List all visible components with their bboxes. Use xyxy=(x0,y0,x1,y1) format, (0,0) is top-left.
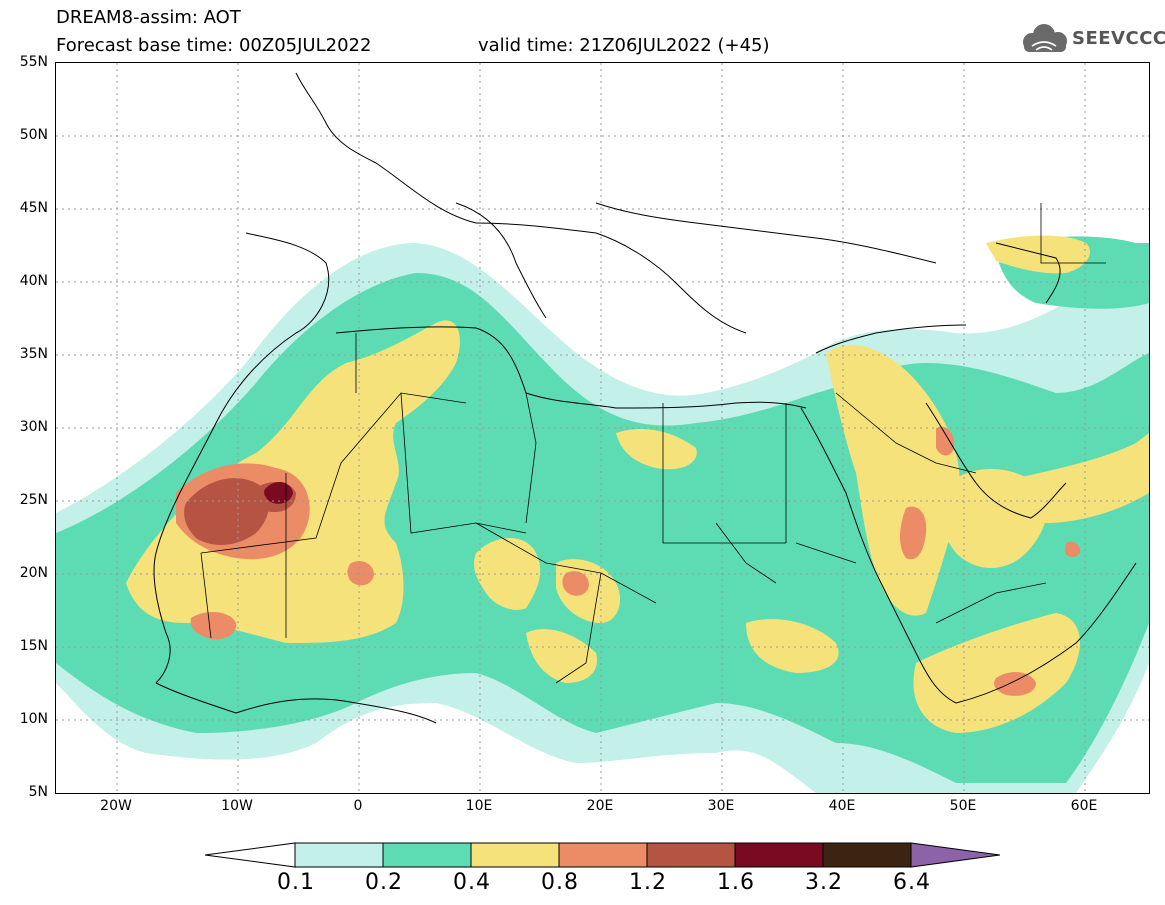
colorbar-label: 0.2 xyxy=(365,870,403,895)
colorbar-label: 1.2 xyxy=(629,870,667,895)
cloud-logo-icon xyxy=(1023,24,1067,52)
lat-label: 20N xyxy=(19,565,48,581)
colorbar-bin-5 xyxy=(646,842,736,868)
map-area xyxy=(55,62,1150,794)
colorbar-bin-2 xyxy=(382,842,472,868)
lon-label: 0 xyxy=(353,798,363,814)
colorbar-bin-6 xyxy=(734,842,824,868)
lat-label: 40N xyxy=(19,273,48,289)
lat-label: 45N xyxy=(19,200,48,216)
colorbar-label: 0.1 xyxy=(277,870,315,895)
colorbar-bin-1 xyxy=(294,842,384,868)
colorbar-above-triangle xyxy=(910,842,1000,868)
valid-time: valid time: 21Z06JUL2022 (+45) xyxy=(478,35,770,56)
lon-label: 50E xyxy=(949,798,977,814)
colorbar-label: 0.8 xyxy=(541,870,579,895)
lon-label: 20W xyxy=(100,798,132,814)
map-title: DREAM8-assim: AOT xyxy=(56,7,241,28)
lon-label: 30E xyxy=(707,798,735,814)
lat-label: 50N xyxy=(19,127,48,143)
colorbar-bin-7 xyxy=(822,842,912,868)
colorbar-label: 3.2 xyxy=(805,870,843,895)
colorbar-label: 1.6 xyxy=(717,870,755,895)
aot-field xyxy=(56,63,1149,793)
colorbar-label: 6.4 xyxy=(893,870,931,895)
lat-label: 55N xyxy=(19,54,48,70)
colorbar-below-triangle xyxy=(205,842,296,868)
lon-label: 60E xyxy=(1070,798,1098,814)
lat-label: 25N xyxy=(19,492,48,508)
lat-label: 30N xyxy=(19,419,48,435)
colorbar-label: 0.4 xyxy=(453,870,491,895)
lon-label: 40E xyxy=(828,798,856,814)
lat-label: 5N xyxy=(28,784,48,800)
lat-label: 35N xyxy=(19,346,48,362)
country-borders xyxy=(200,203,1106,684)
lon-label: 10E xyxy=(465,798,493,814)
forecast-base-time: Forecast base time: 00Z05JUL2022 xyxy=(56,35,372,56)
colorbar-bin-3 xyxy=(470,842,560,868)
lat-label: 15N xyxy=(19,638,48,654)
lon-label: 20E xyxy=(586,798,614,814)
coastlines xyxy=(153,72,1137,724)
lon-label: 10W xyxy=(221,798,253,814)
lat-label: 10N xyxy=(19,711,48,727)
colorbar xyxy=(205,842,1000,868)
seevccc-logo-text: SEEVCCC xyxy=(1072,28,1165,49)
colorbar-bin-4 xyxy=(558,842,648,868)
